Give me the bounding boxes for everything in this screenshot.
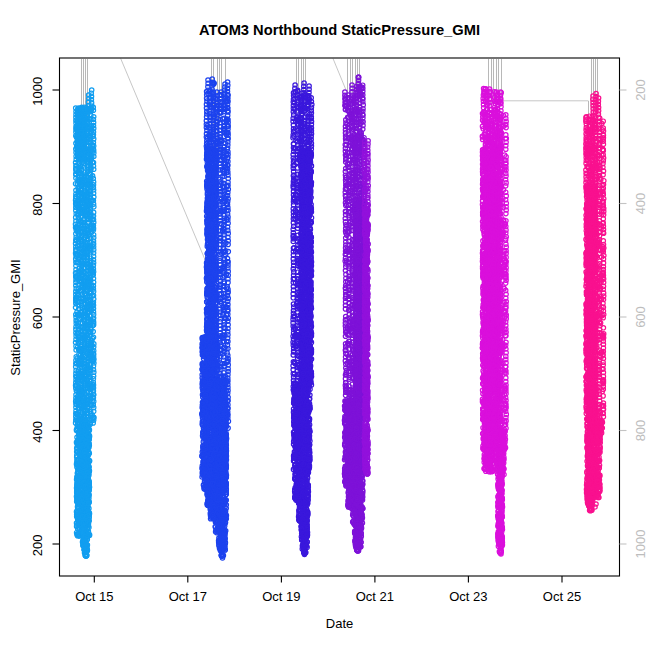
svg-text:StaticPressure_GMI: StaticPressure_GMI (8, 259, 23, 375)
svg-text:200: 200 (31, 534, 46, 556)
svg-text:1000: 1000 (31, 77, 46, 106)
svg-text:1000: 1000 (633, 530, 648, 559)
svg-text:400: 400 (31, 421, 46, 443)
svg-text:600: 600 (31, 307, 46, 329)
svg-text:Oct 23: Oct 23 (449, 589, 487, 604)
svg-text:ATOM3 Northbound StaticPressur: ATOM3 Northbound StaticPressure_GMI (199, 22, 480, 38)
svg-text:Oct 21: Oct 21 (356, 589, 394, 604)
svg-text:400: 400 (633, 193, 648, 215)
svg-text:Oct 17: Oct 17 (169, 589, 207, 604)
svg-text:600: 600 (633, 306, 648, 328)
svg-text:800: 800 (633, 420, 648, 442)
svg-text:Oct 15: Oct 15 (75, 589, 113, 604)
svg-text:800: 800 (31, 194, 46, 216)
svg-text:Date: Date (326, 616, 353, 631)
svg-text:Oct 19: Oct 19 (262, 589, 300, 604)
svg-text:200: 200 (633, 79, 648, 101)
svg-text:Oct 25: Oct 25 (543, 589, 581, 604)
